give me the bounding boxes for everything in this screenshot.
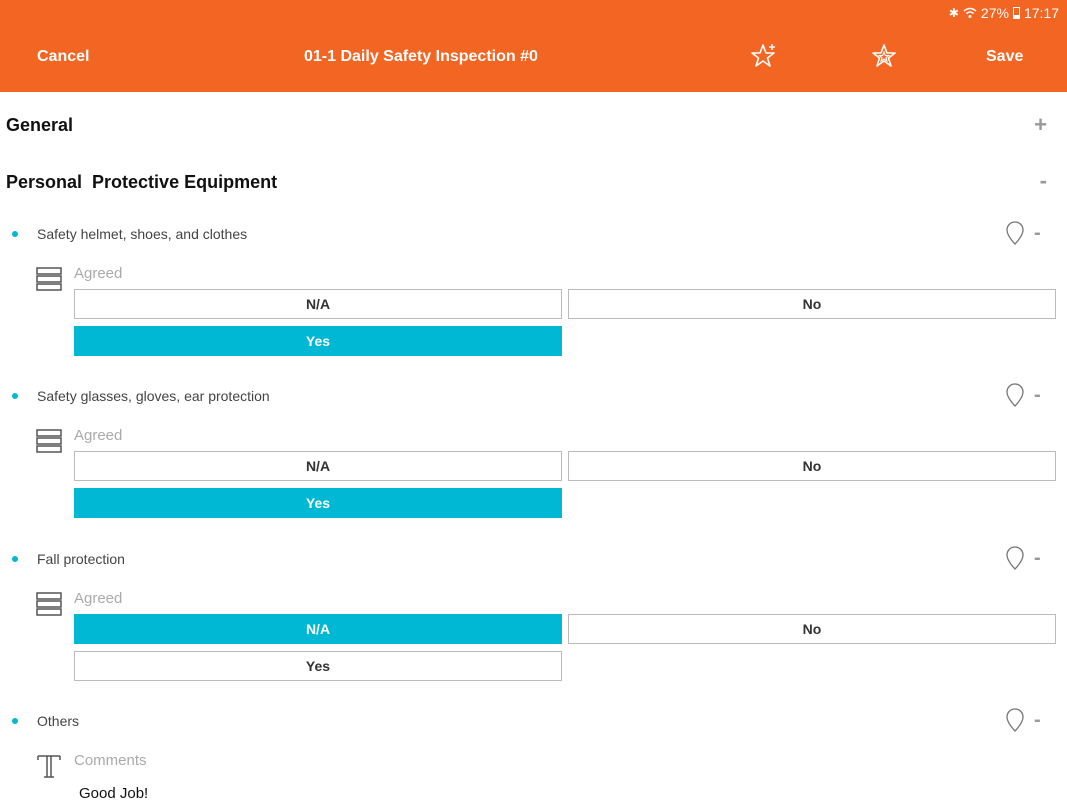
option-yes[interactable]: Yes [74,326,562,356]
option-no[interactable]: No [568,451,1056,481]
bullet [12,718,18,724]
list-icon [36,267,62,291]
question-label: Safety glasses, gloves, ear protection [37,388,270,404]
list-icon [36,429,62,453]
bullet [12,393,18,399]
expand-general-button[interactable]: + [1034,112,1047,137]
question-label: Others [37,713,80,729]
field-label: Agreed [74,265,123,282]
page-title: 01-1 Daily Safety Inspection #0 [304,48,538,65]
clock: 17:17 [1023,5,1059,21]
section-ppe-title[interactable]: Personal Protective Equipment [6,172,278,192]
bluetooth-icon: ✱ [948,6,959,20]
battery-icon [1012,7,1020,19]
save-button[interactable]: Save [986,48,1024,65]
location-pin-icon[interactable] [1005,545,1025,571]
option-yes[interactable]: Yes [74,651,562,681]
list-icon [36,592,62,616]
section-general-title[interactable]: General [6,115,74,135]
collapse-question-button[interactable]: - [1034,222,1041,244]
question-label: Safety helmet, shoes, and clothes [37,226,248,242]
question-item: Others - Comments Good Job! [0,707,1067,802]
location-pin-icon[interactable] [1005,707,1025,733]
star-icon[interactable] [870,42,898,70]
text-field-icon [37,755,61,778]
field-label: Agreed [74,590,123,607]
location-pin-icon[interactable] [1005,382,1025,408]
question-item: Safety glasses, gloves, ear protection -… [0,382,1067,532]
cancel-button[interactable]: Cancel [37,48,90,65]
add-favorite-icon[interactable] [750,42,778,70]
wifi-icon [963,7,977,18]
option-na[interactable]: N/A [74,614,562,644]
option-na[interactable]: N/A [74,289,562,319]
option-no[interactable]: No [568,289,1056,319]
bullet [12,556,18,562]
question-item: Safety helmet, shoes, and clothes - Agre… [0,220,1067,370]
collapse-ppe-button[interactable]: - [1039,168,1047,193]
collapse-question-button[interactable]: - [1034,384,1041,406]
battery-percent: 27% [980,5,1009,21]
comments-input[interactable]: Good Job! [79,785,149,802]
field-label: Agreed [74,427,123,444]
status-bar: ✱ 27% 17:17 [949,4,1059,22]
option-na[interactable]: N/A [74,451,562,481]
app-header: ✱ 27% 17:17 Cancel 01-1 Daily Safety Ins… [0,0,1067,92]
location-pin-icon[interactable] [1005,220,1025,246]
option-yes[interactable]: Yes [74,488,562,518]
collapse-question-button[interactable]: - [1034,547,1041,569]
bullet [12,231,18,237]
question-label: Fall protection [37,551,125,567]
question-item: Fall protection - Agreed N/A No Yes [0,545,1067,695]
field-label: Comments [74,752,147,769]
option-no[interactable]: No [568,614,1056,644]
collapse-question-button[interactable]: - [1034,709,1041,731]
